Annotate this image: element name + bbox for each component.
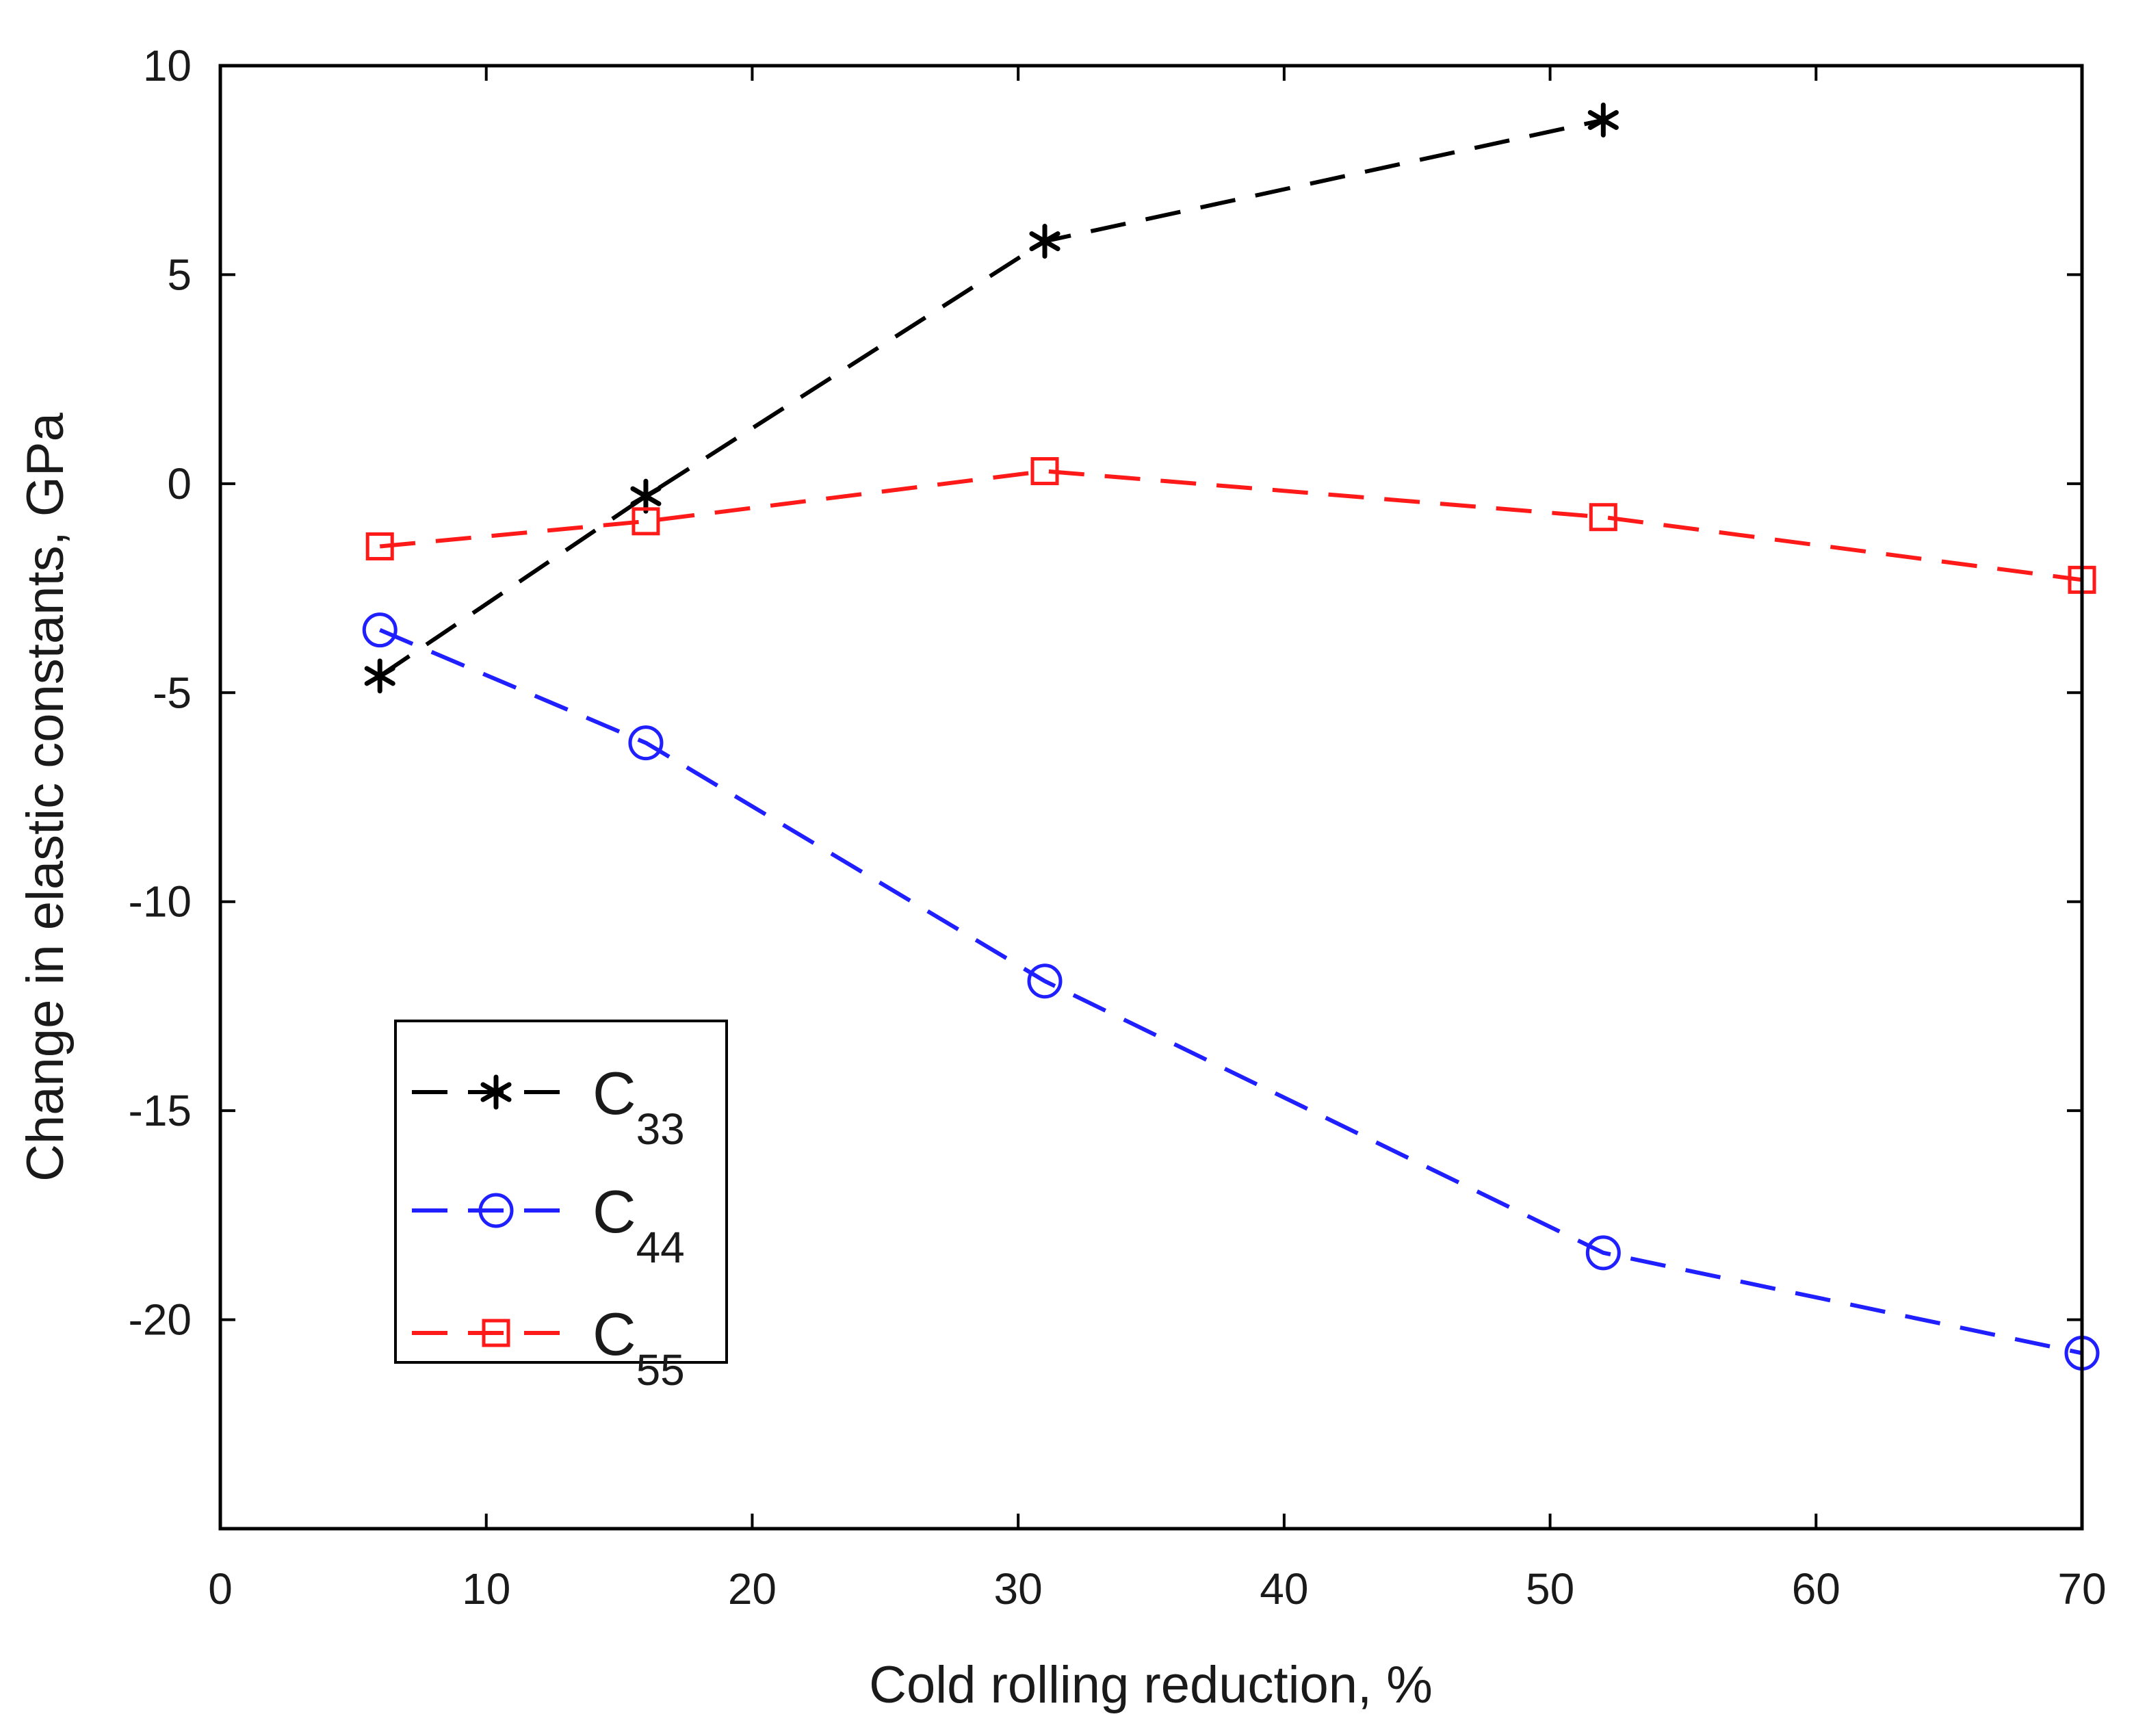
legend-label-subscript: 44 (636, 1223, 685, 1272)
x-tick-label: 50 (1526, 1564, 1574, 1614)
legend-box (394, 1020, 728, 1364)
y-tick-label: 0 (167, 459, 192, 508)
data-point (1029, 224, 1061, 259)
data-point (632, 507, 660, 536)
legend-label-main: C (593, 1300, 636, 1368)
series-line (379, 469, 2083, 582)
series-line (379, 627, 2083, 1356)
series-c55 (365, 457, 2096, 594)
y-tick-label: 10 (143, 41, 192, 90)
y-axis-title: Change in elastic constants, GPa (16, 412, 75, 1181)
legend-marker (482, 1319, 510, 1347)
legend-entry: C33 (412, 1059, 685, 1154)
x-tick-label: 40 (1260, 1564, 1308, 1614)
x-tick-label: 20 (728, 1564, 777, 1614)
y-tick-label: -5 (153, 668, 192, 717)
legend-label-main: C (593, 1178, 636, 1245)
legend-entry: C44 (412, 1178, 685, 1272)
data-point (1585, 1235, 1621, 1271)
y-tick-label: -10 (129, 877, 192, 927)
x-tick-label: 60 (1792, 1564, 1840, 1614)
data-point (365, 532, 394, 560)
data-point (630, 478, 662, 514)
series-c33 (364, 102, 1619, 694)
legend-label: C55 (593, 1300, 685, 1395)
series-line (378, 118, 1604, 678)
axes-frame (218, 64, 2084, 1531)
legend-label-subscript: 33 (636, 1104, 685, 1154)
legend-marker (478, 1193, 514, 1228)
data-point (1030, 457, 1059, 486)
legend-label-main: C (593, 1059, 636, 1127)
x-tick-label: 0 (208, 1564, 233, 1614)
legend-label: C44 (593, 1178, 685, 1272)
legend-entry: C55 (412, 1300, 685, 1395)
legend-label-subscript: 55 (636, 1345, 685, 1395)
y-tick-label: 5 (167, 250, 192, 299)
data-point (364, 658, 395, 694)
x-tick-label: 70 (2057, 1564, 2106, 1614)
x-tick-label: 30 (994, 1564, 1043, 1614)
y-tick-label: -15 (129, 1086, 192, 1135)
x-tick-label: 10 (462, 1564, 510, 1614)
data-point (628, 725, 664, 761)
x-axis-title: Cold rolling reduction, % (869, 1656, 1433, 1714)
y-tick-label: -20 (129, 1295, 192, 1345)
legend-marker (480, 1074, 512, 1110)
data-point (1589, 503, 1617, 532)
data-point (362, 612, 398, 648)
data-point (1027, 963, 1063, 999)
legend-label: C33 (593, 1059, 685, 1154)
data-point (1587, 102, 1619, 138)
